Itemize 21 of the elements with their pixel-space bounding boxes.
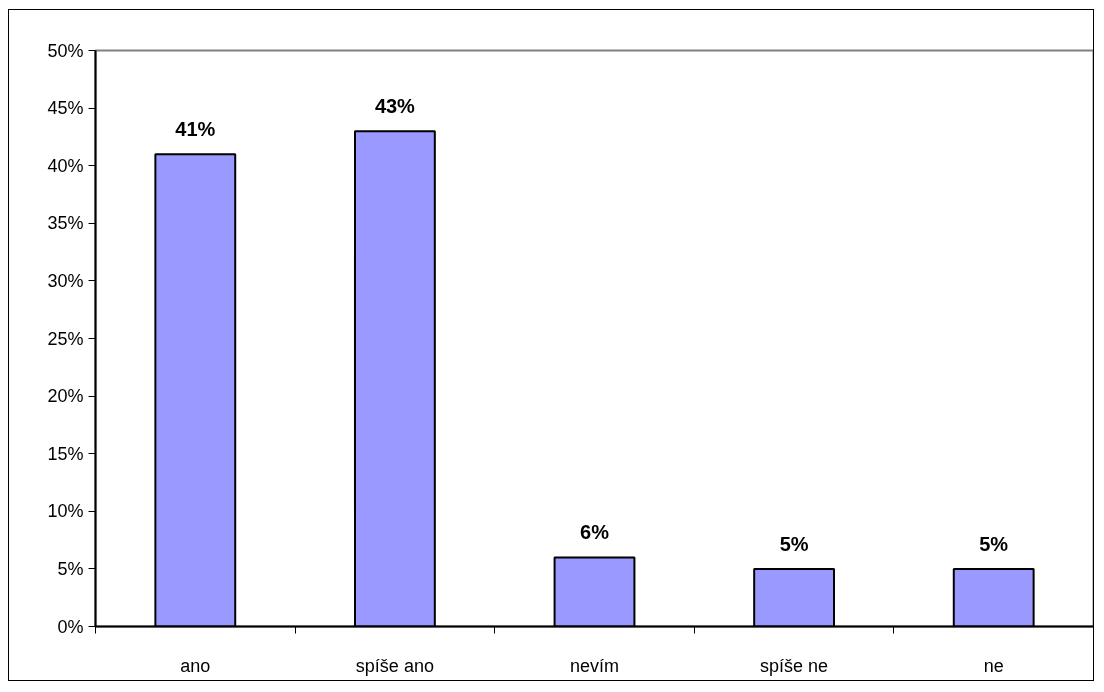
x-tick-label: spíše ano (355, 655, 434, 676)
y-tick-label: 40% (47, 155, 84, 176)
y-tick-label: 30% (47, 270, 84, 291)
y-tick-label: 35% (47, 213, 84, 234)
data-label: 43% (374, 95, 416, 118)
x-tick-label: spíše ne (760, 655, 829, 676)
x-tick-label: ne (983, 655, 1004, 676)
x-tick-label: nevím (569, 655, 620, 676)
y-tick-label: 10% (47, 501, 84, 522)
y-tick-label: 50% (47, 40, 84, 61)
y-tick-label: 45% (47, 98, 84, 119)
x-tick-label: ano (180, 655, 211, 676)
y-tick-label: 20% (47, 386, 84, 407)
y-tick-label: 5% (57, 558, 84, 579)
y-tick-label: 25% (47, 328, 84, 349)
data-label: 6% (580, 521, 610, 544)
y-tick-label: 0% (57, 616, 84, 637)
data-label: 5% (979, 532, 1009, 555)
y-tick-label: 15% (47, 443, 84, 464)
data-label: 5% (779, 532, 809, 555)
data-label: 41% (175, 118, 216, 141)
